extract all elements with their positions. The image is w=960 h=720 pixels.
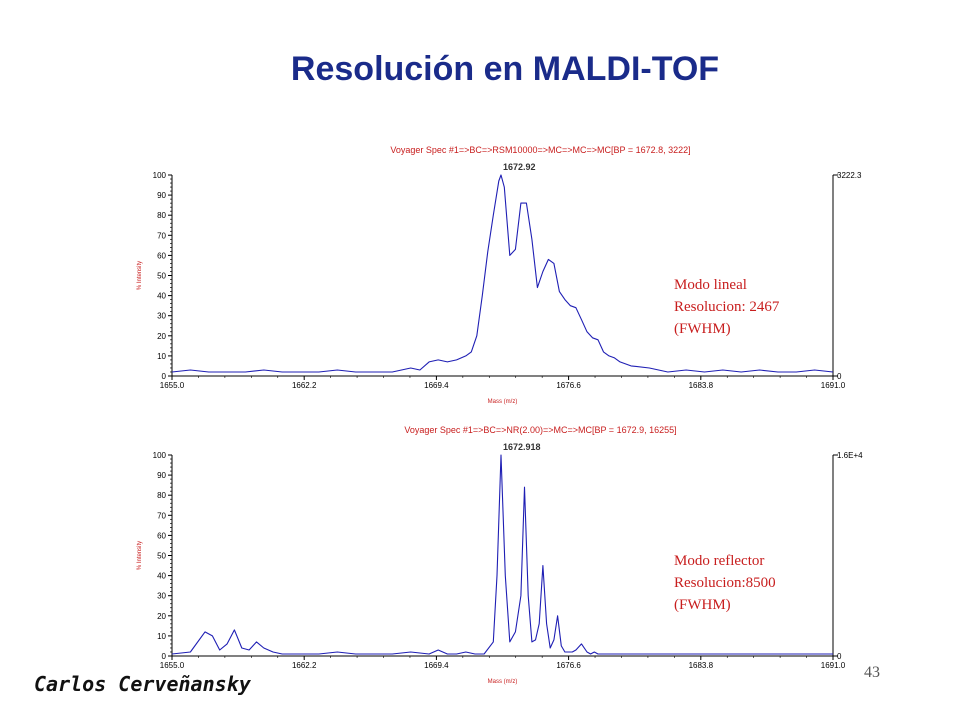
y-tick-label-0-7: 70 [157,231,166,240]
annotation-reflector-line-2: Resolucion:8500 [674,575,776,591]
y-tick-label-0-5: 50 [157,272,166,281]
y-tick-label-1-10: 100 [153,451,167,460]
right-axis-top-label-0: 3222.3 [837,171,862,180]
annotation-linear: Modo lineal Resolucion: 2467 (FWHM) [674,274,779,340]
x-tick-label-0-5: 1691.0 [821,381,846,390]
y-tick-label-1-7: 70 [157,511,166,520]
x-tick-label-1-5: 1691.0 [821,661,846,670]
annotation-linear-line-1: Modo lineal [674,277,747,293]
y-tick-label-1-6: 60 [157,531,166,540]
annotation-reflector: Modo reflector Resolucion:8500 (FWHM) [674,550,776,616]
y-tick-label-1-0: 0 [162,652,167,661]
y-tick-label-1-9: 90 [157,471,166,480]
x-tick-label-1-1: 1662.2 [292,661,317,670]
x-tick-label-0-1: 1662.2 [292,381,317,390]
page-number: 43 [864,664,880,681]
x-tick-label-0-4: 1683.8 [689,381,714,390]
annotation-linear-line-2: Resolucion: 2467 [674,299,780,315]
y-tick-label-0-0: 0 [162,372,167,381]
y-tick-label-0-3: 30 [157,312,166,321]
peak-label-0: 1672.92 [503,162,536,172]
series-line-0 [171,174,834,373]
right-axis-bottom-label-0: 0 [837,372,842,381]
annotation-reflector-line-1: Modo reflector [674,553,765,569]
x-tick-label-0-2: 1669.4 [424,381,449,390]
spectrum-linear: Voyager Spec #1=>BC=>RSM10000=>MC=>MC=>M… [0,130,960,420]
spectrum-reflector-plot: Voyager Spec #1=>BC=>NR(2.00)=>MC=>MC[BP… [137,425,863,685]
spectrum-reflector: Voyager Spec #1=>BC=>NR(2.00)=>MC=>MC[BP… [0,410,960,700]
chart-title-1: Voyager Spec #1=>BC=>NR(2.00)=>MC=>MC[BP… [404,425,676,435]
x-tick-label-0-3: 1676.6 [556,381,581,390]
x-tick-label-0-0: 1655.0 [160,381,185,390]
y-tick-label-0-10: 100 [153,171,167,180]
y-tick-label-1-8: 80 [157,491,166,500]
author-name: Carlos Cerveñansky [34,672,251,696]
spectrum-linear-plot: Voyager Spec #1=>BC=>RSM10000=>MC=>MC=>M… [137,145,862,405]
series-line-1 [171,454,833,655]
x-tick-label-1-0: 1655.0 [160,661,185,670]
annotation-reflector-line-3: (FWHM) [674,597,731,613]
y-tick-label-1-5: 50 [157,552,166,561]
y-tick-label-0-8: 80 [157,211,166,220]
y-tick-label-1-2: 20 [157,612,166,621]
right-axis-bottom-label-1: 0 [837,652,842,661]
y-tick-label-1-3: 30 [157,592,166,601]
right-axis-top-label-1: 1.6E+4 [837,451,863,460]
x-axis-label-1: Mass (m/z) [488,679,518,685]
x-axis-label-0: Mass (m/z) [488,399,518,405]
x-tick-label-1-4: 1683.8 [689,661,714,670]
y-axis-label-0: % Intensity [137,261,143,290]
y-axis-label-1: % Intensity [137,541,143,570]
y-tick-label-0-9: 90 [157,191,166,200]
peak-label-1: 1672.918 [503,442,541,452]
y-tick-label-0-4: 40 [157,292,166,301]
annotation-linear-line-3: (FWHM) [674,321,731,337]
chart-title-0: Voyager Spec #1=>BC=>RSM10000=>MC=>MC=>M… [390,145,690,155]
y-tick-label-1-1: 10 [157,632,166,641]
y-tick-label-0-6: 60 [157,251,166,260]
x-tick-label-1-2: 1669.4 [424,661,449,670]
y-tick-label-1-4: 40 [157,572,166,581]
y-tick-label-0-1: 10 [157,352,166,361]
y-tick-label-0-2: 20 [157,332,166,341]
slide-title: Resolución en MALDI-TOF [290,50,720,88]
x-tick-label-1-3: 1676.6 [556,661,581,670]
